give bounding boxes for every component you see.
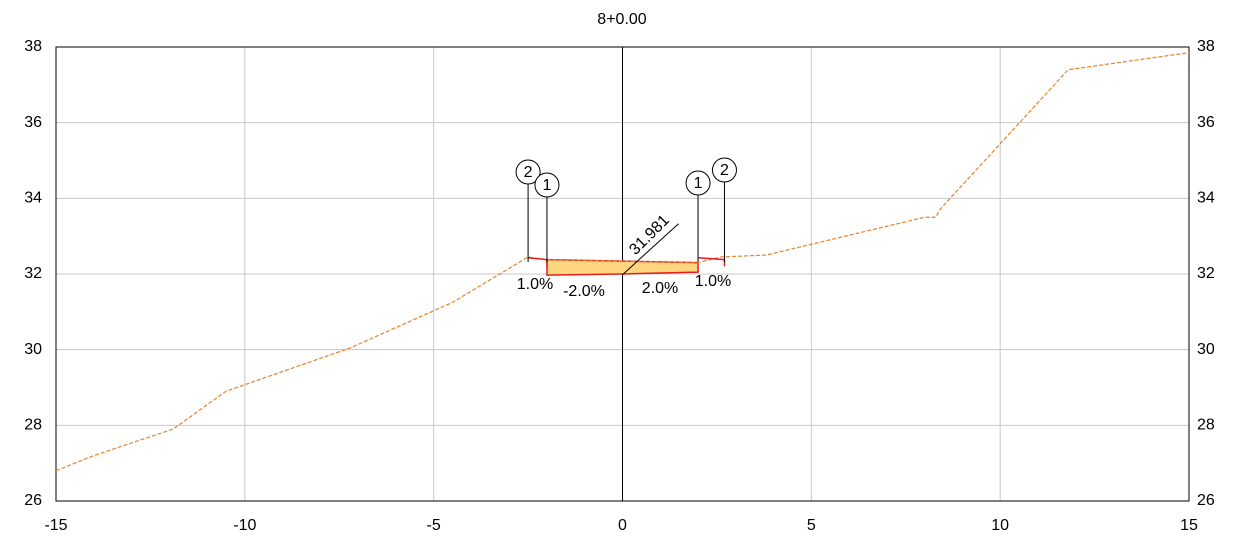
point-label: 2 — [524, 164, 533, 181]
y-tick-label-right: 38 — [1197, 38, 1215, 55]
y-tick-label: 32 — [24, 265, 42, 282]
slope-label: -2.0% — [563, 283, 605, 300]
point-label: 1 — [694, 175, 703, 192]
y-tick-label: 26 — [24, 492, 42, 509]
point-marker — [515, 159, 541, 185]
y-tick-label-right: 28 — [1197, 417, 1215, 434]
point-marker — [711, 157, 737, 183]
x-tick-label: -15 — [44, 517, 67, 534]
y-tick-label: 30 — [24, 341, 42, 358]
y-tick-label: 38 — [24, 38, 42, 55]
x-tick-label: 0 — [618, 517, 627, 534]
chart-title: 8+0.00 — [597, 11, 646, 28]
y-tick-label-right: 30 — [1197, 341, 1215, 358]
shoulder — [528, 256, 548, 267]
y-tick-label-right: 34 — [1197, 190, 1215, 207]
slope-label: 1.0% — [517, 276, 553, 293]
x-tick-label: -10 — [233, 517, 256, 534]
point-marker — [685, 170, 711, 196]
slope-label: 2.0% — [642, 280, 678, 297]
elevation-leader — [622, 223, 679, 276]
y-tick-label: 28 — [24, 417, 42, 434]
point-label: 1 — [543, 177, 552, 194]
slope-label: 1.0% — [695, 273, 731, 290]
x-tick-label: -5 — [427, 517, 441, 534]
shoulder — [697, 256, 726, 267]
point-marker — [534, 172, 560, 198]
point-label: 2 — [720, 162, 729, 179]
y-tick-label-right: 32 — [1197, 265, 1215, 282]
x-tick-label: 10 — [991, 517, 1009, 534]
x-tick-label: 15 — [1180, 517, 1198, 534]
x-tick-label: 5 — [807, 517, 816, 534]
ground-line — [55, 52, 1190, 472]
y-tick-label: 34 — [24, 190, 42, 207]
y-tick-label-right: 36 — [1197, 114, 1215, 131]
y-tick-label: 36 — [24, 114, 42, 131]
y-tick-label-right: 26 — [1197, 492, 1215, 509]
